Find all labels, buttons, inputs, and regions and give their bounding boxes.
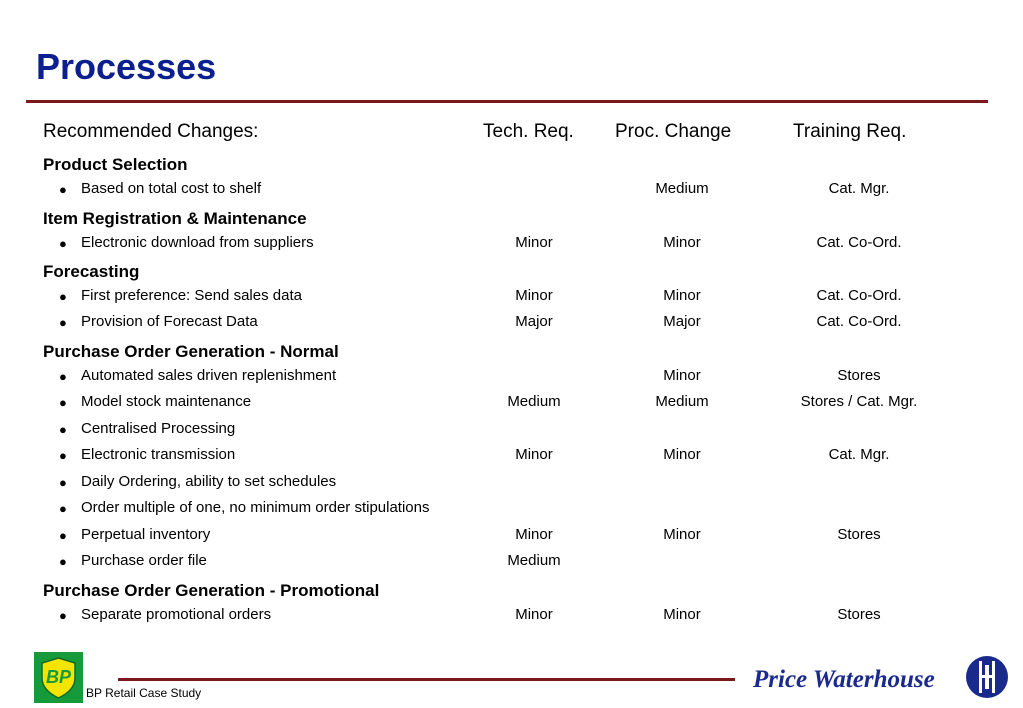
tech-req-cell: Minor [515, 234, 553, 251]
training-req-cell: Cat. Co-Ord. [816, 313, 902, 330]
tech-req-cell: Minor [515, 287, 553, 304]
tech-req-cell: Minor [515, 446, 553, 463]
tech-req-cell: Major [515, 313, 553, 330]
brand-name: Price Waterhouse [753, 666, 935, 693]
bullet-icon: ● [59, 236, 67, 251]
bullet-icon: ● [59, 475, 67, 490]
bullet-icon: ● [59, 182, 67, 197]
tech-req-cell: Medium [507, 393, 561, 410]
training-req-cell: Cat. Co-Ord. [816, 287, 902, 304]
item-label: Provision of Forecast Data [81, 313, 258, 330]
item-label: Perpetual inventory [81, 526, 211, 543]
item-label: Electronic transmission [81, 446, 236, 463]
table-row: ● Order multiple of one, no minimum orde… [0, 499, 1023, 521]
table-row: ● Perpetual inventory Minor Minor Stores [0, 526, 1023, 548]
training-req-cell: Stores [837, 367, 881, 384]
item-label: Model stock maintenance [81, 393, 252, 410]
proc-change-cell: Medium [655, 180, 709, 197]
table-row: ● Provision of Forecast Data Major Major… [0, 313, 1023, 335]
proc-change-cell: Minor [663, 526, 701, 543]
training-req-cell: Stores [837, 606, 881, 623]
section-po-normal: Purchase Order Generation - Normal [43, 342, 339, 361]
item-label: Electronic download from suppliers [81, 234, 314, 251]
training-req-cell: Stores [837, 526, 881, 543]
item-label: First preference: Send sales data [81, 287, 302, 304]
bullet-icon: ● [59, 608, 67, 623]
proc-change-cell: Minor [663, 287, 701, 304]
item-label: Daily Ordering, ability to set schedules [81, 473, 337, 490]
proc-change-cell: Major [663, 313, 701, 330]
page-title: Processes [36, 46, 217, 87]
header-recommended-changes: Recommended Changes: [43, 121, 259, 142]
table-row: ● Daily Ordering, ability to set schedul… [0, 473, 1023, 495]
proc-change-cell: Medium [655, 393, 709, 410]
header-training-req: Training Req. [793, 121, 907, 142]
header-tech-req: Tech. Req. [483, 121, 574, 142]
training-req-cell: Cat. Co-Ord. [816, 234, 902, 251]
item-label: Order multiple of one, no minimum order … [81, 499, 430, 516]
proc-change-cell: Minor [663, 367, 701, 384]
table-row: ● Based on total cost to shelf Medium Ca… [0, 180, 1023, 202]
section-forecasting: Forecasting [43, 262, 140, 281]
table-row: ● First preference: Send sales data Mino… [0, 287, 1023, 309]
bp-logo: BP [34, 652, 83, 703]
table-row: ● Purchase order file Medium [0, 552, 1023, 574]
section-item-registration: Item Registration & Maintenance [43, 209, 307, 228]
proc-change-cell: Minor [663, 606, 701, 623]
table-row: ● Centralised Processing [0, 420, 1023, 442]
item-label: Centralised Processing [81, 420, 236, 437]
training-req-cell: Cat. Mgr. [828, 446, 890, 463]
item-label: Separate promotional orders [81, 606, 272, 623]
bullet-icon: ● [59, 501, 67, 516]
price-waterhouse-logo-icon [965, 655, 1009, 699]
training-req-cell: Cat. Mgr. [828, 180, 890, 197]
table-row: ● Automated sales driven replenishment M… [0, 367, 1023, 389]
item-label: Purchase order file [81, 552, 207, 569]
bullet-icon: ● [59, 448, 67, 463]
table-row: ● Electronic transmission Minor Minor Ca… [0, 446, 1023, 468]
section-po-promotional: Purchase Order Generation - Promotional [43, 581, 380, 600]
table-row: ● Separate promotional orders Minor Mino… [0, 606, 1023, 628]
item-label: Based on total cost to shelf [81, 180, 262, 197]
bullet-icon: ● [59, 395, 67, 410]
item-label: Automated sales driven replenishment [81, 367, 337, 384]
section-product-selection: Product Selection [43, 155, 188, 174]
bp-logo-text: BP [46, 667, 72, 687]
proc-change-cell: Minor [663, 234, 701, 251]
header-proc-change: Proc. Change [615, 121, 732, 142]
table-row: ● Electronic download from suppliers Min… [0, 234, 1023, 256]
bullet-icon: ● [59, 422, 67, 437]
tech-req-cell: Minor [515, 526, 553, 543]
bullet-icon: ● [59, 289, 67, 304]
footer-caption: BP Retail Case Study [86, 686, 202, 700]
bullet-icon: ● [59, 528, 67, 543]
tech-req-cell: Medium [507, 552, 561, 569]
bullet-icon: ● [59, 554, 67, 569]
tech-req-cell: Minor [515, 606, 553, 623]
proc-change-cell: Minor [663, 446, 701, 463]
title-divider [26, 100, 988, 103]
training-req-cell: Stores / Cat. Mgr. [800, 393, 918, 410]
bullet-icon: ● [59, 369, 67, 384]
table-row: ● Model stock maintenance Medium Medium … [0, 393, 1023, 415]
footer-divider [118, 678, 735, 681]
bullet-icon: ● [59, 315, 67, 330]
